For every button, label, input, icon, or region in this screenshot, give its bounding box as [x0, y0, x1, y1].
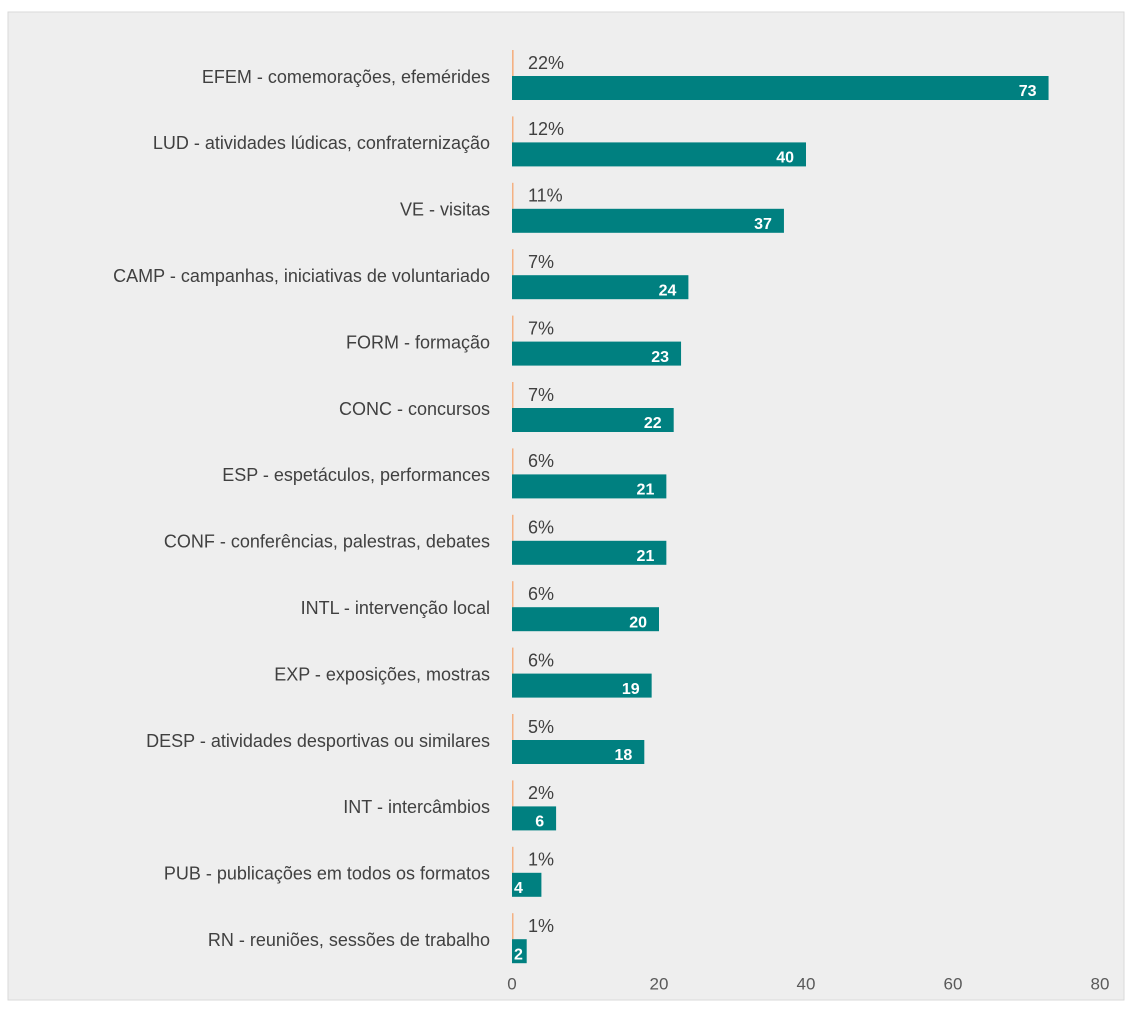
x-tick-label: 20: [650, 974, 669, 993]
data-label: 11%: [528, 186, 563, 206]
y-tick-label: PUB - publicações em todos os formatos: [164, 864, 490, 884]
bar: [512, 514, 514, 541]
x-tick-label: 60: [944, 974, 963, 993]
bar: [512, 806, 557, 831]
data-label: 2: [514, 946, 523, 963]
data-label: 37: [754, 216, 772, 233]
bar: [512, 341, 682, 366]
data-label: 4: [514, 880, 523, 897]
bar: [512, 780, 514, 807]
y-tick-label: VE - visitas: [400, 200, 490, 220]
bar: [512, 913, 514, 940]
data-label: 21: [637, 482, 655, 499]
bar: [512, 872, 542, 897]
y-tick-label: INT - intercâmbios: [343, 797, 490, 817]
bar: [512, 116, 514, 143]
data-label: 18: [615, 747, 633, 764]
bar: [512, 714, 514, 740]
data-label: 24: [659, 282, 677, 299]
data-label: 12%: [528, 119, 564, 139]
bar: [512, 315, 514, 342]
data-label: 2%: [528, 783, 554, 803]
x-tick-label: 0: [507, 974, 516, 993]
y-tick-label: FORM - formação: [346, 332, 490, 352]
y-tick-label: CONC - concursos: [339, 399, 490, 419]
data-label: 6%: [528, 518, 554, 538]
bar: [512, 382, 514, 408]
y-tick-label: ESP - espetáculos, performances: [222, 465, 490, 485]
bar: [512, 647, 514, 674]
bar: [512, 474, 667, 499]
y-tick-label: EFEM - comemorações, efemérides: [202, 67, 490, 87]
data-label: 6%: [528, 584, 554, 604]
bar: [512, 408, 674, 432]
bar: [512, 939, 527, 964]
y-tick-label: LUD - atividades lúdicas, confraternizaç…: [153, 133, 490, 153]
bar: [512, 673, 652, 698]
bar: [512, 448, 514, 475]
y-tick-label: EXP - exposições, mostras: [274, 664, 490, 684]
data-label: 7%: [528, 385, 554, 405]
bar: [512, 182, 514, 209]
data-label: 22: [644, 415, 662, 432]
bar: [512, 76, 1049, 100]
bar: [512, 846, 514, 873]
data-label: 6%: [528, 650, 554, 670]
y-tick-label: CAMP - campanhas, iniciativas de volunta…: [113, 266, 490, 286]
x-tick-label: 40: [797, 974, 816, 993]
bar: [512, 540, 667, 565]
data-label: 21: [637, 548, 655, 565]
data-label: 22%: [528, 53, 564, 73]
data-label: 19: [622, 681, 640, 698]
bar: [512, 208, 784, 233]
bar: [512, 740, 645, 764]
bar: [512, 581, 514, 608]
y-tick-label: RN - reuniões, sessões de trabalho: [208, 930, 490, 950]
data-label: 23: [651, 349, 669, 366]
data-label: 6: [535, 814, 544, 831]
data-label: 1%: [528, 916, 554, 936]
bar: [512, 142, 806, 167]
data-label: 20: [629, 614, 647, 631]
data-label: 73: [1019, 83, 1037, 100]
bar: [512, 607, 659, 632]
data-label: 6%: [528, 451, 554, 471]
y-tick-label: CONF - conferências, palestras, debates: [164, 532, 490, 552]
data-label: 7%: [528, 252, 554, 272]
y-tick-label: INTL - intervenção local: [301, 598, 490, 618]
data-label: 7%: [528, 318, 554, 338]
y-tick-label: DESP - atividades desportivas ou similar…: [146, 731, 490, 751]
data-label: 1%: [528, 850, 554, 870]
x-tick-label: 80: [1091, 974, 1110, 993]
bar: [512, 50, 514, 76]
data-label: 5%: [528, 717, 554, 737]
bar: [512, 275, 689, 300]
data-label: 40: [776, 150, 794, 167]
bar: [512, 249, 514, 276]
chart-background: [7, 11, 1125, 1001]
